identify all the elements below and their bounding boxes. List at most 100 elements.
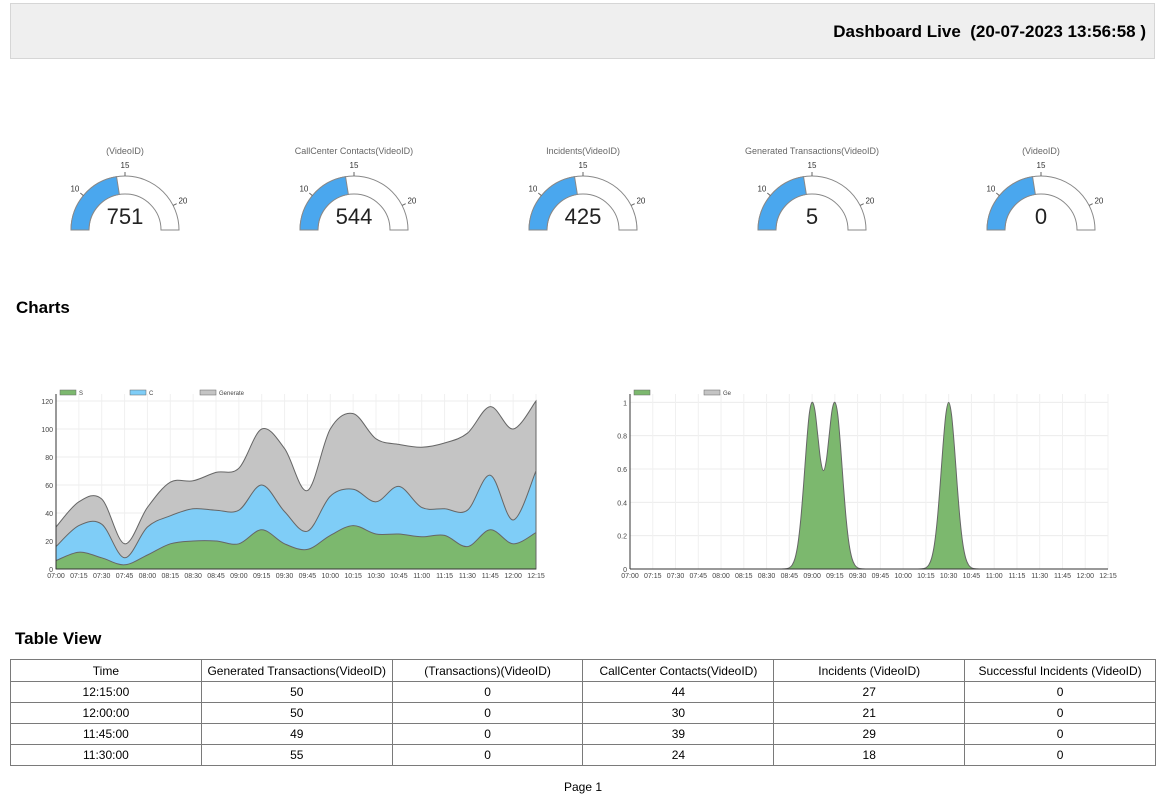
- y-tick-label: 120: [41, 399, 53, 406]
- x-tick-label: 07:45: [690, 573, 708, 580]
- gauge-fill: [299, 176, 349, 231]
- y-tick-label: 80: [45, 455, 53, 462]
- table-cell: 0: [964, 744, 1156, 766]
- column-header-incidents: Incidents (VideoID): [773, 659, 966, 682]
- y-tick-label: 60: [45, 483, 53, 490]
- table-cell: 44: [582, 681, 775, 703]
- gauge-tick: [308, 192, 313, 196]
- y-tick-label: 1: [623, 400, 627, 407]
- y-tick-label: 100: [41, 427, 53, 434]
- x-tick-label: 10:15: [917, 573, 935, 580]
- legend-swatch: [199, 389, 217, 396]
- table-row: 12:00:00 50 0 30 21 0: [10, 702, 1156, 724]
- x-tick-label: 08:15: [735, 573, 753, 580]
- gauge-fill: [528, 176, 578, 231]
- gauge-tick: [630, 203, 635, 206]
- x-tick-label: 10:15: [344, 573, 362, 580]
- x-tick-label: 08:00: [139, 573, 157, 580]
- legend-swatch: [633, 389, 651, 396]
- table-row: 12:15:00 50 0 44 27 0: [10, 681, 1156, 703]
- y-tick-label: 0.2: [617, 534, 627, 541]
- table-cell: 39: [582, 723, 775, 745]
- x-tick-label: 09:15: [253, 573, 271, 580]
- table-cell: 21: [773, 702, 966, 724]
- y-tick-label: 0.6: [617, 467, 627, 474]
- x-tick-label: 10:00: [894, 573, 912, 580]
- gauge: CallCenter Contacts(VideoID) 10 15 20 544: [254, 146, 454, 238]
- x-tick-label: 09:45: [872, 573, 890, 580]
- gauge-title: Generated Transactions(VideoID): [745, 146, 879, 156]
- gauge-tick-label: 15: [121, 161, 130, 170]
- page-number: Page 1: [563, 780, 603, 794]
- gauge-tick-label: 10: [528, 185, 537, 194]
- gauge-svg: 10 15 20 0: [986, 161, 1104, 231]
- gauge-tick: [859, 203, 864, 206]
- x-tick-label: 11:00: [986, 573, 1003, 580]
- legend-label: S: [79, 391, 83, 397]
- gauge-value: 751: [107, 204, 144, 229]
- x-tick-label: 11:00: [413, 573, 430, 580]
- gauge: Generated Transactions(VideoID) 10 15 20 5: [712, 146, 912, 238]
- x-tick-label: 09:00: [803, 573, 821, 580]
- x-tick-label: 12:00: [504, 573, 522, 580]
- table-cell: 11:30:00: [10, 744, 202, 766]
- gauge-tick: [1088, 203, 1093, 206]
- legend-label: Ge: [723, 391, 732, 397]
- gauge-tick: [172, 203, 177, 206]
- x-tick-label: 11:30: [1031, 573, 1048, 580]
- table-header-row: Time Generated Transactions(VideoID) (Tr…: [10, 659, 1156, 682]
- gauge-tick-label: 15: [579, 161, 588, 170]
- column-header-successful-incidents: Successful Incidents (VideoID): [964, 659, 1156, 682]
- gauge-svg: 10 15 20 425: [528, 161, 646, 231]
- table-cell: 0: [391, 723, 584, 745]
- gauge-tick-label: 20: [636, 196, 645, 205]
- dashboard-header: Dashboard Live (20-07-2023 13:56:58 ): [10, 3, 1155, 59]
- gauge-tick: [401, 203, 406, 206]
- x-tick-label: 11:45: [1054, 573, 1071, 580]
- table-cell: 0: [391, 702, 584, 724]
- gauge-title: CallCenter Contacts(VideoID): [294, 146, 414, 156]
- x-tick-label: 07:00: [621, 573, 639, 580]
- gauge-tick-label: 20: [178, 196, 187, 205]
- series-area: [55, 525, 537, 570]
- table-cell: 29: [773, 723, 966, 745]
- column-header-callcenter-contacts: CallCenter Contacts(VideoID): [582, 659, 775, 682]
- gauge-tick-label: 10: [299, 185, 308, 194]
- x-tick-label: 10:45: [390, 573, 408, 580]
- data-table: Time Generated Transactions(VideoID) (Tr…: [10, 659, 1156, 766]
- y-tick-label: 0: [49, 567, 53, 574]
- gauge-svg: 10 15 20 544: [299, 161, 417, 231]
- table-cell: 0: [964, 702, 1156, 724]
- peak-area-chart: 0 0.2 0.4 0.6 0.8 1 07:00 07:15 07:30 07:45 08:00 0…: [612, 384, 1124, 584]
- table-cell: 30: [582, 702, 775, 724]
- gauge-tick-label: 20: [407, 196, 416, 205]
- table-cell: 12:00:00: [10, 702, 202, 724]
- gauge-tick-label: 10: [70, 185, 79, 194]
- gauge: (VideoID) 10 15 20 0: [941, 146, 1141, 238]
- gauge-title: (VideoID): [1022, 146, 1060, 156]
- table-cell: 50: [200, 681, 393, 703]
- x-tick-label: 10:30: [367, 573, 385, 580]
- table-cell: 12:15:00: [10, 681, 202, 703]
- x-tick-label: 10:30: [940, 573, 958, 580]
- gauge-tick: [537, 192, 542, 196]
- x-tick-label: 08:45: [781, 573, 799, 580]
- dashboard-title: Dashboard Live (20-07-2023 13:56:58 ): [833, 22, 1146, 41]
- gauge-tick: [79, 192, 84, 196]
- gauge-tick-label: 10: [757, 185, 766, 194]
- charts-section-title: Charts: [16, 298, 70, 317]
- gauge-tick: [766, 192, 771, 196]
- table-cell: 49: [200, 723, 393, 745]
- x-tick-label: 07:15: [644, 573, 662, 580]
- x-tick-label: 07:45: [116, 573, 134, 580]
- gauge-title: (VideoID): [106, 146, 144, 156]
- gauge-value: 5: [806, 204, 818, 229]
- table-cell: 50: [200, 702, 393, 724]
- x-tick-label: 12:15: [1099, 573, 1117, 580]
- table-row: 11:30:00 55 0 24 18 0: [10, 744, 1156, 766]
- stacked-area-chart-svg: 0 20 40 60 80 100 120 07:00 07:15 07:30 07:45 08:00…: [41, 389, 545, 580]
- gauge-value: 425: [565, 204, 602, 229]
- x-tick-label: 11:15: [436, 573, 453, 580]
- x-tick-label: 11:45: [482, 573, 499, 580]
- x-tick-label: 09:30: [276, 573, 294, 580]
